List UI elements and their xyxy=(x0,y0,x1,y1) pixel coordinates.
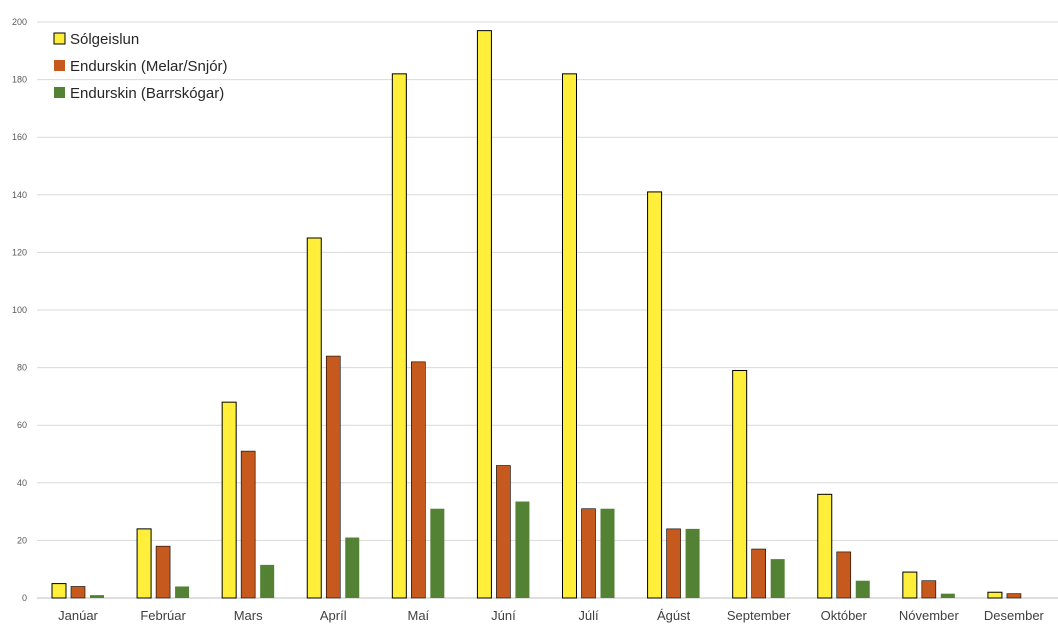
x-tick-label: Júlí xyxy=(578,608,599,623)
x-tick-label: Júní xyxy=(491,608,516,623)
bar-2-febrúar xyxy=(155,545,171,599)
bar-1-júlí xyxy=(562,73,577,599)
y-tick-label: 0 xyxy=(22,593,27,603)
bar-2-maí xyxy=(411,361,426,599)
bar-2-ágúst xyxy=(666,528,681,599)
legend-label: Endurskin (Melar/Snjór) xyxy=(70,58,228,75)
y-tick-label: 140 xyxy=(12,190,27,200)
x-axis-ticks: Janúar Febrúar Mars Apríl Maí Júní Júlí Ágúst Se… xyxy=(58,608,1044,623)
x-tick-label: September xyxy=(727,608,791,623)
bar-2-september xyxy=(751,548,766,599)
bar-1-nóvember xyxy=(902,571,918,599)
y-tick-label: 200 xyxy=(12,17,27,27)
legend-swatch xyxy=(53,32,66,45)
x-tick-label: Ágúst xyxy=(657,608,691,623)
y-tick-label: 160 xyxy=(12,132,27,142)
y-tick-label: 20 xyxy=(17,535,27,545)
bar-2-janúar xyxy=(70,586,86,599)
bar-1-maí xyxy=(391,73,407,599)
bar-2-október xyxy=(836,551,852,599)
gridlines xyxy=(37,21,1058,599)
y-tick-label: 40 xyxy=(17,478,27,488)
bar-1-febrúar xyxy=(136,528,152,599)
y-tick-label: 60 xyxy=(17,420,27,430)
y-tick-label: 80 xyxy=(17,363,27,373)
y-axis-ticks: 0 20 40 60 80 100 120 140 160 180 200 xyxy=(12,17,27,603)
bar-2-júní xyxy=(496,465,511,599)
x-tick-label: Maí xyxy=(407,608,429,623)
bar-3-júní xyxy=(515,501,530,598)
legend-label: Endurskin (Barrskógar) xyxy=(70,85,224,102)
bar-3-febrúar xyxy=(175,586,190,598)
bar-2-júlí xyxy=(581,508,596,599)
x-tick-label: Febrúar xyxy=(140,608,186,623)
bar-2-apríl xyxy=(325,355,341,599)
legend-label: Sólgeislun xyxy=(70,31,139,48)
bar-3-mars xyxy=(260,564,275,598)
bar-3-apríl xyxy=(345,537,360,598)
bar-3-október xyxy=(855,580,870,598)
bar-2-mars xyxy=(240,450,256,599)
bars xyxy=(51,30,1022,599)
x-tick-label: Apríl xyxy=(320,608,347,623)
bar-3-september xyxy=(770,559,785,598)
bar-1-september xyxy=(732,369,748,599)
legend-swatch xyxy=(54,87,65,98)
bar-1-ágúst xyxy=(647,191,663,599)
bar-3-júlí xyxy=(600,508,615,598)
bar-1-júní xyxy=(476,30,492,599)
bar-3-nóvember xyxy=(940,593,955,598)
bar-1-apríl xyxy=(306,237,322,599)
bar-2-nóvember xyxy=(921,580,937,599)
x-tick-label: Desember xyxy=(984,608,1045,623)
legend: Sólgeislun Endurskin (Melar/Snjór) Endursk… xyxy=(53,31,228,102)
x-tick-label: Mars xyxy=(234,608,263,623)
bar-3-maí xyxy=(430,508,445,598)
bar-3-ágúst xyxy=(685,528,700,598)
bar-3-janúar xyxy=(90,595,104,598)
bar-1-október xyxy=(817,493,833,599)
y-tick-label: 180 xyxy=(12,75,27,85)
x-tick-label: Nóvember xyxy=(899,608,960,623)
y-tick-label: 120 xyxy=(12,247,27,257)
bar-2-desember xyxy=(1006,593,1022,599)
legend-swatch xyxy=(54,60,65,71)
bar-1-desember xyxy=(987,591,1003,599)
x-tick-label: Janúar xyxy=(58,608,98,623)
x-tick-label: Október xyxy=(821,608,868,623)
bar-1-mars xyxy=(221,401,237,599)
y-tick-label: 100 xyxy=(12,305,27,315)
bar-1-janúar xyxy=(51,583,67,599)
